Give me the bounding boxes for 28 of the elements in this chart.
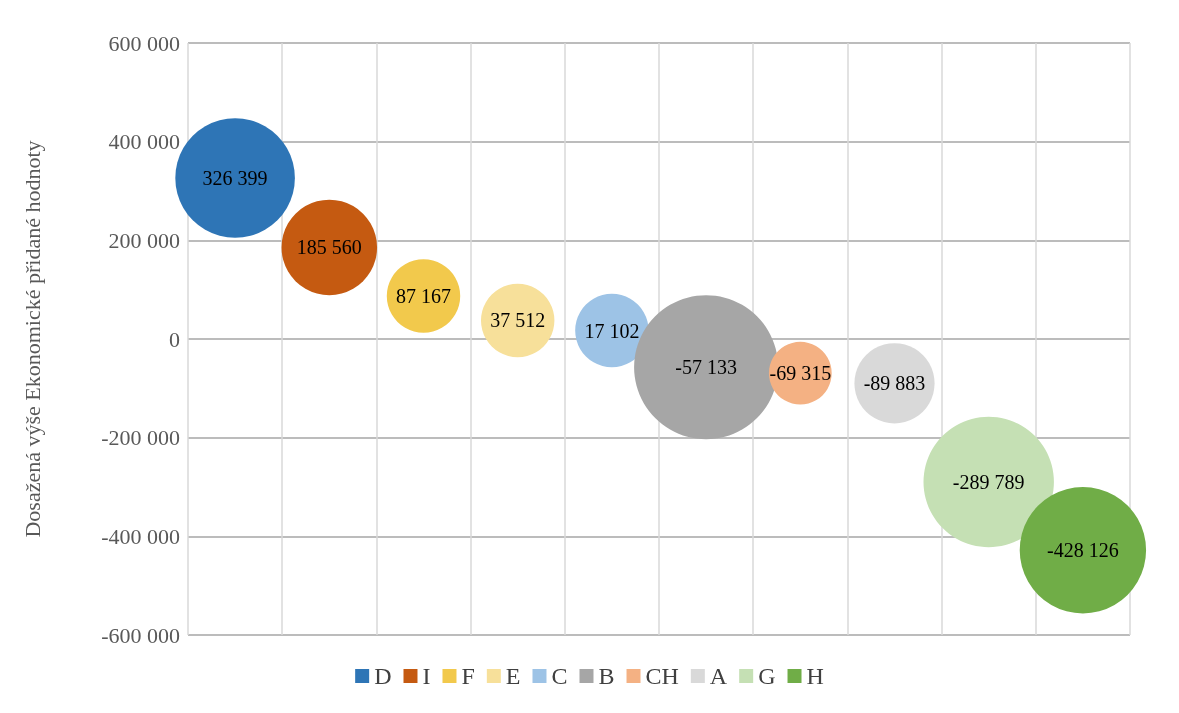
data-label: 37 512 xyxy=(490,309,546,332)
legend-label: F xyxy=(461,663,475,689)
legend-label: B xyxy=(598,663,615,689)
legend-label: A xyxy=(709,663,728,689)
y-axis-title: Dosažená výše Ekonomické přidané hodnoty xyxy=(19,140,45,538)
legend-label: H xyxy=(806,663,824,689)
y-tick-label: 200 000 xyxy=(108,227,180,253)
legend-label: CH xyxy=(645,663,679,689)
data-label: -428 126 xyxy=(1047,539,1119,562)
y-tick-label: 0 xyxy=(169,326,180,352)
legend-label: G xyxy=(758,663,776,689)
y-tick-label: 600 000 xyxy=(108,30,180,56)
data-label: -289 789 xyxy=(952,470,1025,493)
data-label: 17 102 xyxy=(584,319,640,342)
data-label: 326 399 xyxy=(202,166,268,189)
y-tick-label: -600 000 xyxy=(101,622,180,648)
y-tick-label: 400 000 xyxy=(108,129,180,155)
data-label: 185 560 xyxy=(296,236,362,259)
data-label: -89 883 xyxy=(863,372,926,395)
legend-label: D xyxy=(374,663,392,689)
legend-label: C xyxy=(551,663,568,689)
legend-label: E xyxy=(505,663,521,689)
data-label: -57 133 xyxy=(675,356,737,379)
legend-label: I xyxy=(422,663,431,689)
data-label: -69 315 xyxy=(769,362,832,385)
y-tick-label: -400 000 xyxy=(101,523,180,549)
y-tick-label: -200 000 xyxy=(101,425,180,451)
data-label: 87 167 xyxy=(396,285,451,307)
